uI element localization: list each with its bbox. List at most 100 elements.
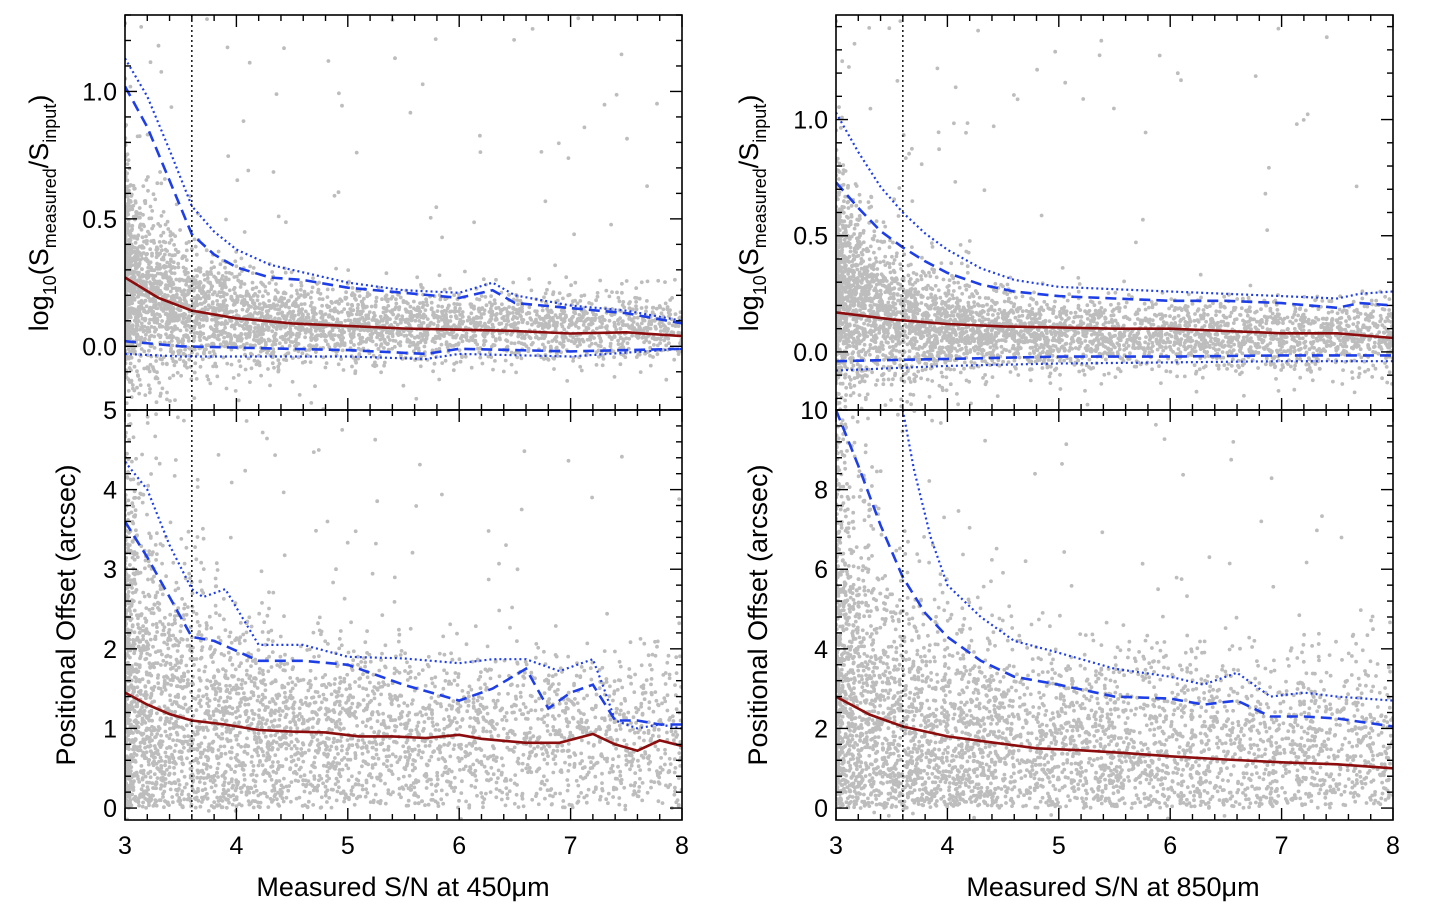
scatter-point [126, 158, 131, 163]
scatter-point [644, 338, 648, 343]
scatter-point [168, 333, 173, 338]
scatter-point [985, 302, 989, 307]
scatter-point [598, 344, 602, 348]
scatter-point [502, 306, 507, 311]
scatter-point [381, 318, 385, 323]
scatter-point [129, 395, 134, 399]
scatter-point [337, 91, 341, 96]
scatter-point [514, 370, 518, 375]
scatter-point [316, 290, 320, 295]
scatter-point [260, 306, 265, 311]
scatter-point [227, 271, 232, 275]
scatter-point [291, 314, 296, 318]
scatter-point [847, 382, 852, 386]
scatter-point [460, 355, 464, 359]
scatter-point [433, 334, 438, 339]
scatter-point [524, 332, 529, 336]
scatter-point [212, 329, 217, 334]
scatter-point [667, 314, 671, 318]
scatter-point [257, 302, 262, 306]
scatter-point [317, 280, 321, 285]
scatter-point [125, 227, 130, 232]
scatter-point [474, 320, 479, 325]
scatter-point [423, 308, 428, 312]
scatter-point [196, 322, 201, 327]
scatter-point [326, 59, 331, 63]
scatter-point [158, 282, 163, 287]
scatter-point [1352, 358, 1357, 363]
scatter-point [218, 262, 223, 267]
scatter-point [248, 343, 253, 348]
scatter-point [648, 363, 653, 368]
scatter-point [891, 268, 896, 273]
scatter-point [387, 329, 392, 333]
scatter-point [178, 339, 183, 344]
scatter-point [137, 391, 142, 396]
scatter-point [368, 336, 373, 341]
scatter-point [349, 339, 353, 344]
scatter-point [874, 219, 879, 224]
scatter-point [287, 298, 291, 303]
scatter-point [284, 317, 288, 322]
scatter-point [250, 271, 255, 275]
scatter-point [413, 307, 418, 312]
scatter-point [130, 207, 135, 212]
scatter-point [422, 344, 427, 349]
scatter-point [151, 192, 156, 197]
scatter-point [415, 275, 420, 280]
scatter-point [265, 327, 270, 332]
scatter-point [236, 373, 241, 377]
scatter-point [514, 310, 519, 315]
scatter-point [398, 343, 403, 348]
scatter-point [395, 322, 400, 327]
scatter-point [251, 266, 256, 270]
scatter-point [892, 258, 897, 262]
scatter-point [437, 336, 442, 341]
scatter-point [239, 282, 244, 286]
scatter-point [883, 224, 888, 229]
scatter-point [385, 342, 390, 347]
scatter-point [557, 291, 562, 295]
scatter-point [261, 282, 266, 287]
scatter-point [171, 350, 176, 354]
scatter-point [632, 327, 636, 332]
scatter-point [362, 296, 366, 301]
scatter-point [539, 336, 544, 340]
scatter-point [843, 375, 847, 380]
scatter-point [320, 303, 324, 308]
scatter-point [589, 333, 594, 338]
scatter-point [258, 340, 263, 345]
scatter-point [344, 290, 348, 295]
scatter-point [976, 351, 980, 356]
scatter-point [419, 285, 424, 289]
scatter-point [437, 377, 442, 382]
scatter-point [271, 170, 276, 174]
scatter-point [125, 184, 130, 189]
scatter-point [540, 322, 544, 326]
scatter-point [652, 319, 657, 323]
scatter-point [333, 300, 338, 304]
scatter-point [636, 336, 640, 340]
scatter-point [225, 45, 230, 50]
scatter-point [231, 303, 236, 307]
scatter-point [200, 357, 205, 362]
scatter-point [206, 377, 211, 382]
scatter-point [299, 283, 304, 288]
scatter-point [527, 305, 532, 310]
scatter-point [1161, 320, 1166, 324]
scatter-point [181, 290, 186, 295]
scatter-point [281, 297, 285, 301]
scatter-point [280, 301, 285, 305]
scatter-point [152, 268, 157, 273]
scatter-point [562, 334, 567, 339]
scatter-point [1008, 318, 1012, 323]
scatter-point [299, 302, 304, 307]
scatter-point [241, 343, 246, 347]
scatter-point [164, 264, 169, 269]
scatter-point [275, 303, 280, 307]
scatter-point [223, 325, 228, 330]
scatter-point [924, 361, 929, 366]
scatter-point [127, 380, 132, 384]
scatter-point [296, 295, 301, 300]
scatter-point [150, 253, 154, 258]
